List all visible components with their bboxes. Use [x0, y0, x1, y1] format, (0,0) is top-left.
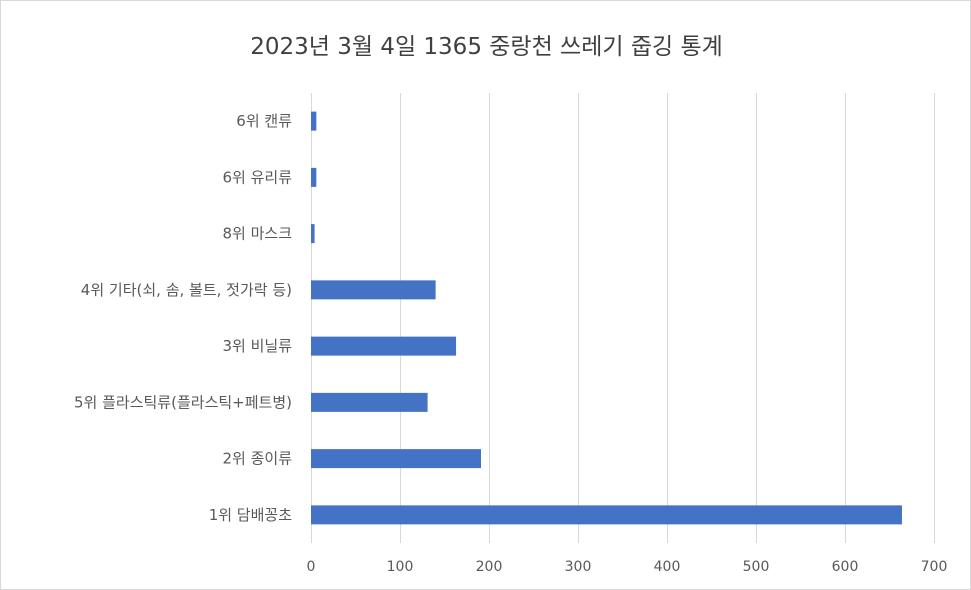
category-label: 6위 캔류	[236, 112, 292, 130]
bar	[311, 505, 902, 525]
x-tick-label: 0	[307, 559, 316, 575]
category-label: 4위 기타(쇠, 솜, 볼트, 젓가락 등)	[81, 281, 292, 299]
bar	[311, 167, 317, 187]
x-tick-label: 600	[832, 559, 859, 575]
bar	[311, 392, 428, 412]
bar	[311, 280, 436, 300]
bar	[311, 336, 457, 356]
category-label: 1위 담배꽁초	[209, 506, 293, 524]
x-tick-label: 100	[387, 559, 414, 575]
x-tick-label: 200	[476, 559, 503, 575]
bar	[311, 449, 481, 469]
x-tick-label: 400	[654, 559, 681, 575]
x-tick-label: 500	[743, 559, 770, 575]
category-label: 8위 마스크	[222, 225, 292, 243]
chart-title: 2023년 3월 4일 1365 중랑천 쓰레기 줍깅 통계	[250, 34, 723, 60]
category-label: 6위 유리류	[222, 168, 292, 186]
bar	[311, 224, 315, 244]
x-tick-label: 700	[921, 559, 948, 575]
category-label: 2위 종이류	[222, 450, 292, 468]
category-label: 3위 비닐류	[222, 337, 292, 355]
category-label: 5위 플라스틱류(플라스틱+페트병)	[74, 393, 292, 411]
bar	[311, 111, 317, 131]
x-tick-label: 300	[565, 559, 592, 575]
